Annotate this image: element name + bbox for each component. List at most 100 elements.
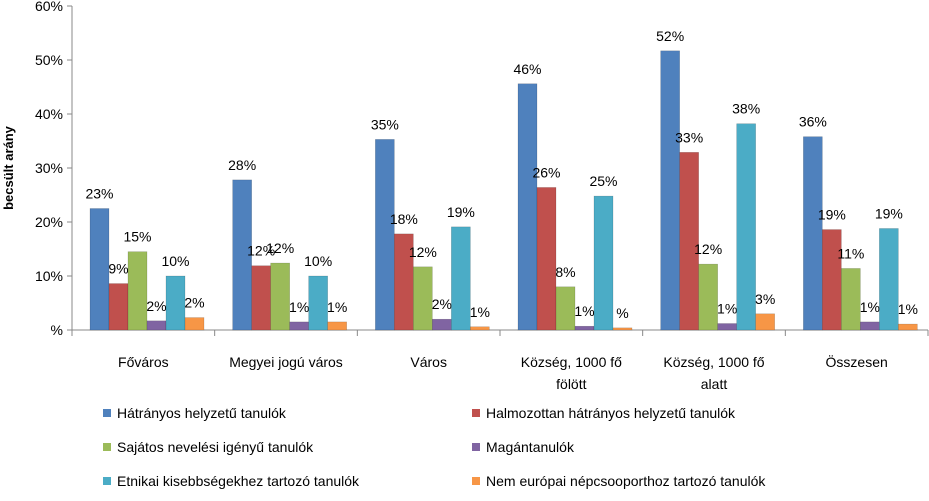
bar — [803, 136, 823, 331]
bar — [574, 325, 595, 331]
bar — [165, 275, 186, 331]
data-label: 1% — [470, 304, 490, 320]
bar — [841, 268, 861, 331]
data-label: 25% — [589, 173, 617, 189]
bar — [612, 327, 633, 331]
data-label: 9% — [108, 261, 128, 277]
bar — [698, 263, 718, 331]
x-category-label: alatt — [701, 376, 728, 392]
data-label: 33% — [675, 129, 703, 145]
bar — [289, 321, 309, 331]
data-label: 38% — [732, 101, 760, 117]
bar — [146, 320, 167, 331]
x-category-label: Összesen — [826, 353, 888, 370]
data-label: 10% — [161, 253, 189, 269]
legend-swatch — [103, 477, 111, 485]
data-label: 26% — [532, 164, 560, 180]
x-category-label: Főváros — [118, 354, 169, 370]
data-label: 3% — [755, 291, 775, 307]
bar — [898, 323, 918, 331]
data-label: 10% — [304, 253, 332, 269]
bar — [308, 275, 328, 331]
bar — [536, 187, 557, 331]
data-label: 35% — [371, 116, 399, 132]
bar — [270, 262, 290, 331]
bar — [555, 286, 576, 331]
y-axis-title: becsült arány — [1, 125, 16, 210]
data-label: 19% — [875, 205, 903, 221]
data-label: 11% — [837, 245, 864, 261]
bar — [184, 317, 205, 331]
y-tick-label: 30% — [35, 160, 63, 176]
bar — [470, 326, 490, 331]
data-label: 1% — [717, 301, 737, 317]
data-label: 2% — [146, 298, 166, 314]
bar — [660, 50, 680, 331]
y-tick-label: % — [51, 322, 63, 338]
legend-swatch — [103, 443, 111, 451]
bar — [89, 208, 110, 331]
legend-label: Halmozottan hátrányos helyzetű tanulók — [486, 405, 736, 421]
data-label: 2% — [184, 295, 204, 311]
data-label: 1% — [327, 299, 347, 315]
legend-label: Etnikai kisebbségekhez tartozó tanulók — [117, 473, 360, 489]
legend-label: Nem európai népcsooporthoz tartozó tanul… — [486, 473, 766, 489]
legend-swatch — [472, 477, 480, 485]
data-label: 12% — [247, 243, 275, 259]
data-label: 1% — [574, 303, 594, 319]
bar — [375, 139, 395, 331]
legend-label: Hátrányos helyzetű tanulók — [117, 405, 287, 421]
data-label: 12% — [266, 240, 294, 256]
legend-swatch — [472, 409, 480, 417]
bar — [451, 226, 471, 331]
data-label: 2% — [432, 296, 452, 312]
data-label: 8% — [555, 264, 575, 280]
bar — [879, 228, 899, 331]
x-category-label: fölött — [556, 376, 586, 392]
bar — [517, 83, 538, 331]
data-label: 12% — [694, 241, 722, 257]
x-category-label: Város — [410, 354, 447, 370]
bar — [251, 265, 271, 331]
bar — [232, 179, 252, 331]
x-category-label: Község, 1000 fő — [663, 354, 764, 370]
data-label: 12% — [409, 244, 437, 260]
data-label: 28% — [228, 157, 256, 173]
bar — [108, 283, 129, 331]
data-label: 23% — [85, 186, 113, 202]
legend-swatch — [472, 443, 480, 451]
data-label: 46% — [513, 61, 541, 77]
legend-label: Magántanulók — [486, 439, 575, 455]
x-category-label: Község, 1000 fő — [521, 354, 622, 370]
data-label: 36% — [799, 114, 827, 130]
legend-swatch — [103, 409, 111, 417]
bar — [755, 313, 775, 331]
data-label: 19% — [447, 204, 475, 220]
bar — [717, 323, 737, 331]
y-tick-label: 60% — [35, 0, 63, 14]
bar — [127, 251, 148, 331]
bar — [327, 321, 347, 331]
y-tick-label: 20% — [35, 214, 63, 230]
y-tick-label: 40% — [35, 106, 63, 122]
bar — [860, 321, 880, 331]
y-tick-label: 50% — [35, 52, 63, 68]
bar — [736, 123, 756, 331]
y-tick-label: 10% — [35, 268, 63, 284]
data-label: 1% — [289, 299, 309, 315]
data-label: 1% — [898, 301, 918, 317]
data-label: 1% — [860, 299, 880, 315]
data-label: 52% — [656, 28, 684, 44]
legend-label: Sajátos nevelési igényű tanulók — [117, 439, 314, 455]
x-category-label: Megyei jogú város — [229, 354, 343, 370]
data-label: 18% — [390, 211, 418, 227]
bar — [432, 318, 452, 331]
bar — [413, 266, 433, 331]
data-label: 15% — [123, 229, 151, 245]
bar — [679, 152, 699, 331]
bar — [593, 195, 614, 331]
data-label: % — [616, 305, 628, 321]
data-label: 19% — [818, 207, 846, 223]
